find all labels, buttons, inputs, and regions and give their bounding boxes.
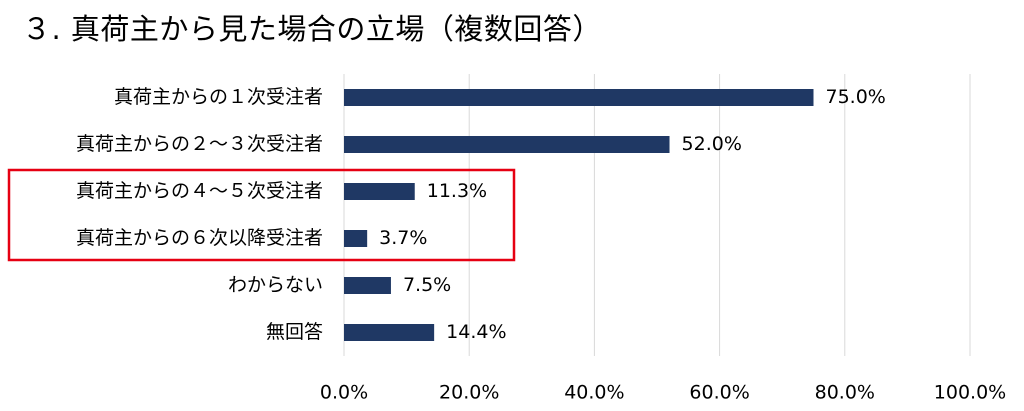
data-label: 75.0%: [826, 86, 886, 108]
data-label: 7.5%: [403, 274, 451, 296]
category-label: 無回答: [266, 321, 323, 343]
bar: [344, 324, 435, 341]
bars: [344, 89, 814, 341]
category-label: 真荷主からの６次以降受注者: [76, 227, 323, 249]
highlight-layer: [7, 168, 516, 262]
highlight-box: [7, 168, 516, 262]
data-label: 3.7%: [379, 227, 427, 249]
value-labels: 75.0% 52.0% 11.3% 3.7% 7.5% 14.4%: [379, 86, 886, 343]
bar: [344, 183, 415, 200]
bar: [344, 230, 368, 247]
x-tick-label: 40.0%: [564, 382, 624, 404]
data-label: 11.3%: [427, 180, 487, 202]
category-label: 真荷主からの２～３次受注者: [76, 133, 323, 155]
bar: [344, 136, 670, 153]
x-tick-label: 0.0%: [320, 382, 368, 404]
category-labels: 真荷主からの１次受注者真荷主からの２～３次受注者真荷主からの４～５次受注者真荷主…: [76, 86, 323, 343]
category-label: わからない: [228, 274, 323, 296]
category-label: 真荷主からの４～５次受注者: [76, 180, 323, 202]
data-label: 52.0%: [682, 133, 742, 155]
category-label: 真荷主からの１次受注者: [114, 86, 323, 108]
bar: [344, 277, 391, 294]
chart-title: ３. 真荷主から見た場合の立場（複数回答）: [22, 12, 602, 46]
x-tick-label: 80.0%: [815, 382, 875, 404]
x-tick-label: 100.0%: [934, 382, 1006, 404]
x-tick-label: 20.0%: [439, 382, 499, 404]
bar: [344, 89, 814, 106]
data-label: 14.4%: [446, 321, 506, 343]
grid-lines: [343, 74, 971, 356]
x-axis-tick-labels: 0.0% 20.0% 40.0% 60.0% 80.0% 100.0%: [320, 382, 1006, 404]
x-tick-label: 60.0%: [689, 382, 749, 404]
